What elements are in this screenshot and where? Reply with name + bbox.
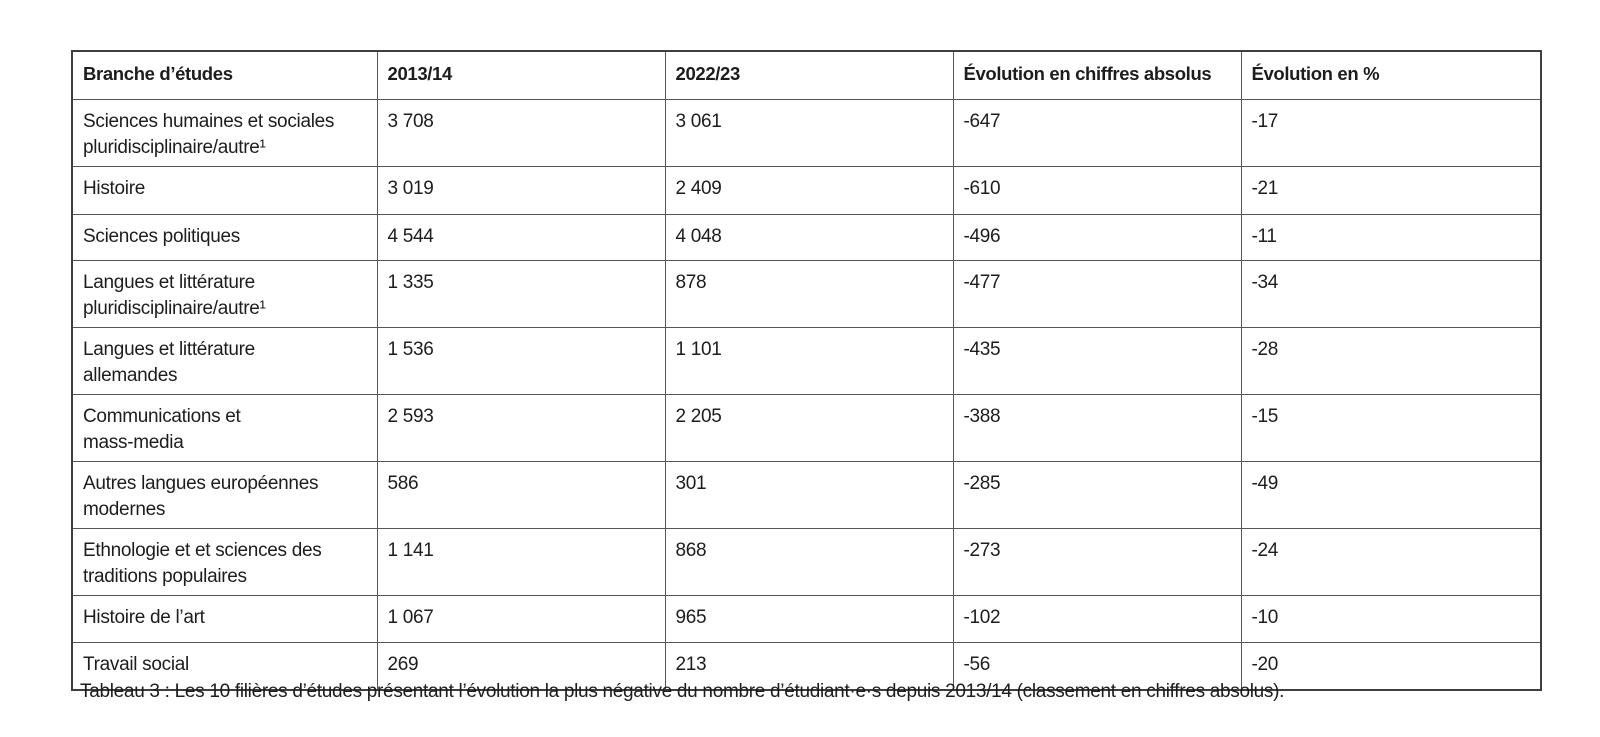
cell-2022-23: 868 [664, 527, 954, 596]
cell-evolution-absolue: -388 [952, 393, 1242, 462]
cell-evolution-absolue: -273 [952, 527, 1242, 596]
table-row: Histoire de l’art 1 067 965 -102 -10 [71, 594, 1542, 643]
cell-2022-23: 965 [664, 594, 954, 643]
cell-2022-23: 301 [664, 460, 954, 529]
cell-branche: Autres langues européennes modernes [71, 460, 378, 529]
cell-2013-14: 1 536 [376, 326, 666, 395]
cell-branche: Sciences politiques [71, 213, 378, 261]
cell-branche: Communications et mass-media [71, 393, 378, 462]
cell-evolution-pct: -15 [1240, 393, 1542, 462]
table-caption: Tableau 3 : Les 10 filières d’études pré… [80, 681, 1285, 702]
cell-evolution-pct: -34 [1240, 259, 1542, 328]
table-row: Langues et littérature allemandes 1 536 1 … [71, 326, 1542, 395]
cell-2022-23: 878 [664, 259, 954, 328]
cell-2022-23: 1 101 [664, 326, 954, 395]
cell-evolution-absolue: -610 [952, 165, 1242, 215]
cell-evolution-pct: -28 [1240, 326, 1542, 395]
table-body: Sciences humaines et sociales pluridisci… [71, 98, 1542, 691]
column-header-evolution-absolue: Évolution en chiffres absolus [952, 50, 1242, 100]
cell-branche: Histoire [71, 165, 378, 215]
cell-2013-14: 1 067 [376, 594, 666, 643]
cell-evolution-absolue: -477 [952, 259, 1242, 328]
cell-evolution-pct: -20 [1240, 641, 1542, 691]
cell-evolution-absolue: -435 [952, 326, 1242, 395]
cell-branche: Langues et littérature allemandes [71, 326, 378, 395]
cell-branche: Ethnologie et et sciences des traditions… [71, 527, 378, 596]
cell-2013-14: 3 708 [376, 98, 666, 167]
cell-evolution-pct: -21 [1240, 165, 1542, 215]
cell-2022-23: 2 409 [664, 165, 954, 215]
students-evolution-table: Branche d’études 2013/14 2022/23 Évolution … [71, 50, 1542, 691]
column-header-branche: Branche d’études [71, 50, 378, 100]
table-row: Sciences humaines et sociales pluridisci… [71, 98, 1542, 167]
cell-evolution-pct: -11 [1240, 213, 1542, 261]
cell-evolution-pct: -17 [1240, 98, 1542, 167]
cell-evolution-absolue: -56 [952, 641, 1242, 691]
cell-evolution-absolue: -285 [952, 460, 1242, 529]
column-header-evolution-pct: Évolution en % [1240, 50, 1542, 100]
cell-evolution-pct: -24 [1240, 527, 1542, 596]
cell-evolution-pct: -49 [1240, 460, 1542, 529]
table-row: Sciences politiques 4 544 4 048 -496 -11 [71, 213, 1542, 261]
column-header-2022-23: 2022/23 [664, 50, 954, 100]
cell-2022-23: 213 [664, 641, 954, 691]
cell-2013-14: 4 544 [376, 213, 666, 261]
column-header-2013-14: 2013/14 [376, 50, 666, 100]
cell-2013-14: 2 593 [376, 393, 666, 462]
cell-2013-14: 269 [376, 641, 666, 691]
cell-2022-23: 3 061 [664, 98, 954, 167]
cell-2022-23: 2 205 [664, 393, 954, 462]
table-row: Langues et littérature pluridisciplinair… [71, 259, 1542, 328]
cell-branche: Sciences humaines et sociales pluridisci… [71, 98, 378, 167]
table-row: Autres langues européennes modernes 586 30… [71, 460, 1542, 529]
cell-branche: Histoire de l’art [71, 594, 378, 643]
cell-evolution-absolue: -102 [952, 594, 1242, 643]
table-row: Histoire 3 019 2 409 -610 -21 [71, 165, 1542, 215]
cell-2013-14: 1 141 [376, 527, 666, 596]
cell-2013-14: 1 335 [376, 259, 666, 328]
cell-branche: Langues et littérature pluridisciplinair… [71, 259, 378, 328]
cell-2013-14: 3 019 [376, 165, 666, 215]
table-row: Communications et mass-media 2 593 2 205 -3… [71, 393, 1542, 462]
cell-2022-23: 4 048 [664, 213, 954, 261]
header-row: Branche d’études 2013/14 2022/23 Évolution … [71, 50, 1542, 100]
cell-branche: Travail social [71, 641, 378, 691]
cell-evolution-absolue: -496 [952, 213, 1242, 261]
cell-2013-14: 586 [376, 460, 666, 529]
table-row: Travail social 269 213 -56 -20 [71, 641, 1542, 691]
cell-evolution-absolue: -647 [952, 98, 1242, 167]
cell-evolution-pct: -10 [1240, 594, 1542, 643]
table-row: Ethnologie et et sciences des traditions… [71, 527, 1542, 596]
